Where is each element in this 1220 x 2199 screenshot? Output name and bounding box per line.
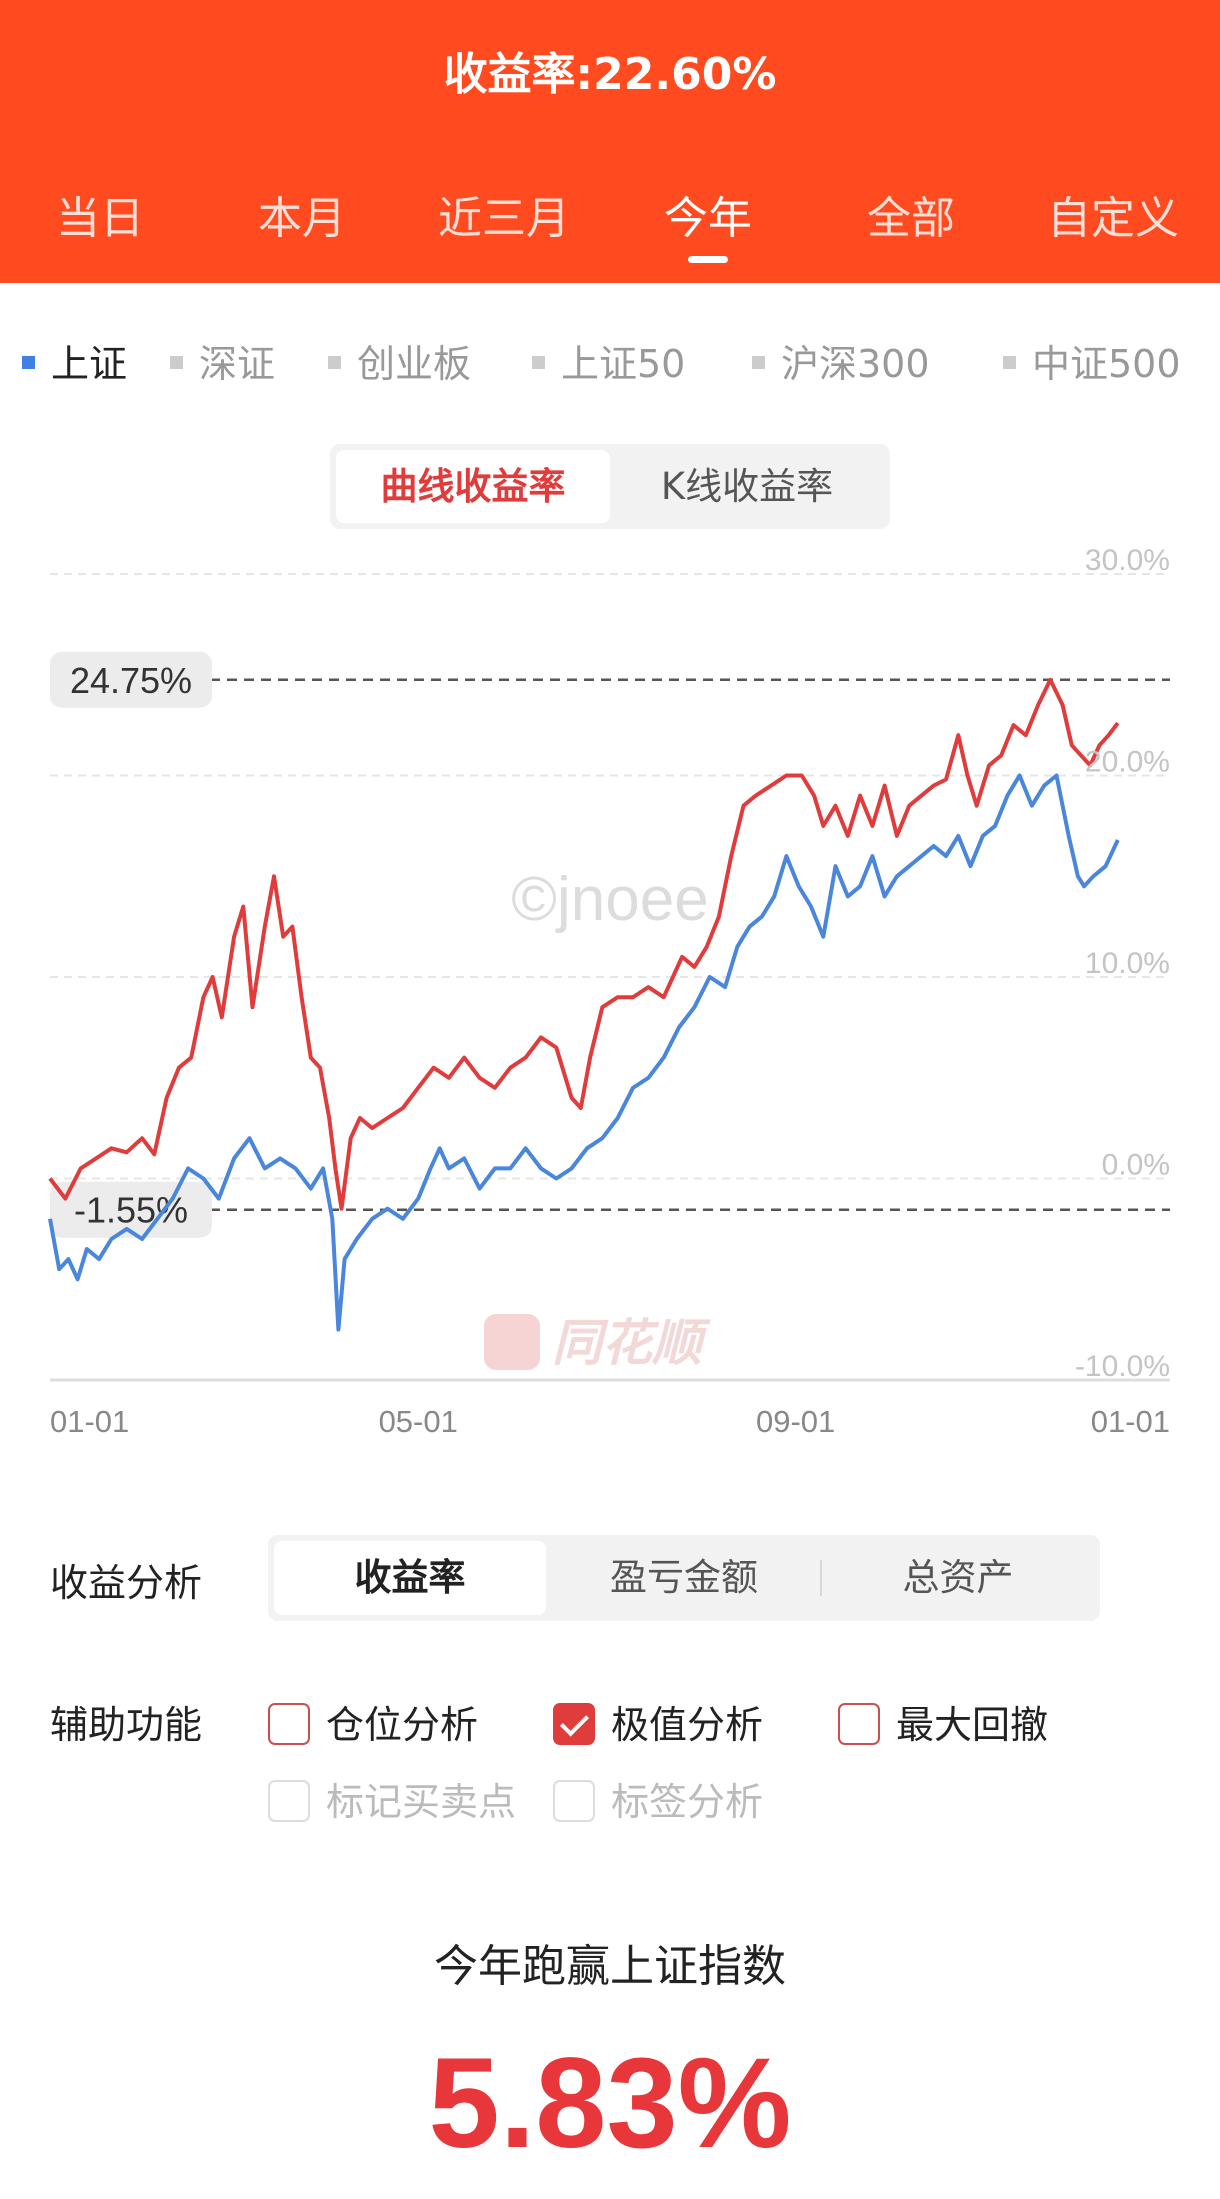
- grid-layer: [50, 573, 1170, 1180]
- index-tab-label: 创业板: [357, 342, 472, 386]
- x-tick-label: 01-01: [1091, 1404, 1170, 1439]
- index-tab-label: 上证: [51, 342, 128, 386]
- checkbox-icon: [553, 1779, 595, 1822]
- analysis-label: 收益分析: [50, 1561, 203, 1605]
- tab-custom[interactable]: 自定义: [1047, 193, 1179, 244]
- header-bar: 收益率:22.60% 当日 本月 近三月 今年 全部 自定义: [0, 0, 1220, 283]
- portfolio-return-line: [48, 677, 1120, 1211]
- legend-marker: [752, 356, 765, 369]
- kline-return-button[interactable]: K线收益率: [660, 465, 834, 508]
- checkbox-label: 最大回撤: [896, 1703, 1049, 1747]
- index-tab-csi500[interactable]: 中证500: [1003, 333, 1181, 388]
- curve-return-button[interactable]: 曲线收益率: [336, 450, 610, 523]
- legend-marker: [22, 356, 35, 369]
- index-tab-shenzhen[interactable]: 深证: [170, 333, 275, 388]
- aux-label: 辅助功能: [50, 1703, 203, 1747]
- y-tick-label: -10.0%: [1075, 1350, 1170, 1383]
- legend-marker: [532, 356, 545, 369]
- x-tick-label: 05-01: [379, 1404, 458, 1439]
- watermark-text: ©jnoee: [511, 865, 708, 934]
- max-drawdown-checkbox[interactable]: 最大回撤: [838, 1694, 1048, 1749]
- checkbox-icon: [268, 1779, 310, 1822]
- legend-marker: [170, 356, 183, 369]
- segment-return-rate[interactable]: 收益率: [274, 1541, 546, 1615]
- y-tick-label: 10.0%: [1085, 947, 1170, 980]
- checkbox-icon: [268, 1702, 310, 1745]
- extreme-value-label: 24.75%: [70, 660, 192, 701]
- index-return-line: [48, 773, 1120, 1332]
- tag-analysis-checkbox[interactable]: 标签分析: [553, 1771, 763, 1826]
- extreme-value-badge: [50, 1181, 212, 1238]
- x-tick-label: 09-01: [756, 1404, 835, 1439]
- trade-marks-checkbox[interactable]: 标记买卖点: [268, 1771, 516, 1826]
- checkbox-label: 标签分析: [611, 1780, 764, 1824]
- tab-today[interactable]: 当日: [56, 193, 144, 244]
- y-tick-label: 0.0%: [1102, 1149, 1170, 1182]
- page-title: 收益率:22.60%: [443, 49, 777, 100]
- tab-three-months[interactable]: 近三月: [438, 193, 570, 244]
- segment-total-assets[interactable]: 总资产: [902, 1556, 1014, 1599]
- index-tab-csi300[interactable]: 沪深300: [752, 333, 930, 388]
- chart-mode-switch: 曲线收益率 K线收益率: [330, 444, 890, 529]
- index-tab-label: 深证: [199, 342, 276, 386]
- y-tick-label: 20.0%: [1085, 746, 1170, 779]
- tab-this-year[interactable]: 今年: [664, 193, 752, 244]
- x-tick-label: 01-01: [50, 1404, 129, 1439]
- index-tab-label: 沪深300: [781, 342, 930, 386]
- reference-layer: 24.75% -1.55%: [50, 651, 1170, 1238]
- watermark-layer: ©jnoee 同花顺: [484, 865, 711, 1372]
- brand-logo-icon: [484, 1314, 540, 1370]
- y-tick-label: 30.0%: [1085, 544, 1170, 577]
- extreme-value-badge: [50, 651, 212, 708]
- position-analysis-checkbox[interactable]: 仓位分析: [268, 1694, 478, 1749]
- checkbox-label: 仓位分析: [326, 1703, 479, 1747]
- index-tab-sse50[interactable]: 上证50: [532, 333, 685, 388]
- index-tab-label: 中证500: [1032, 342, 1181, 386]
- tab-all[interactable]: 全部: [867, 193, 955, 244]
- index-tab-chinext[interactable]: 创业板: [328, 333, 471, 388]
- index-tab-label: 上证50: [561, 342, 686, 386]
- summary-title: 今年跑赢上证指数: [434, 1941, 786, 1992]
- legend-marker: [1003, 356, 1016, 369]
- series-layer: [48, 677, 1120, 1332]
- legend-marker: [328, 356, 341, 369]
- tab-this-month[interactable]: 本月: [258, 193, 346, 244]
- checkbox-checked-icon: [553, 1702, 595, 1745]
- checkbox-label: 极值分析: [611, 1703, 764, 1747]
- summary-value: 5.83%: [428, 2032, 792, 2175]
- checkbox-label: 标记买卖点: [326, 1780, 517, 1824]
- brand-watermark: 同花顺: [552, 1314, 711, 1372]
- active-tab-indicator: [688, 256, 728, 263]
- axis-layer: 30.0% 20.0% 10.0% 0.0% -10.0% 01-01 05-01 09-01…: [50, 544, 1170, 1439]
- analysis-segment: 收益率 盈亏金额 总资产: [268, 1535, 1100, 1621]
- segment-divider: [820, 1560, 822, 1596]
- extreme-value-label: -1.55%: [74, 1190, 188, 1231]
- extreme-analysis-checkbox[interactable]: 极值分析: [553, 1694, 763, 1749]
- index-tab-shanghai[interactable]: 上证: [22, 333, 127, 388]
- checkbox-icon: [838, 1702, 880, 1745]
- return-chart[interactable]: ©jnoee 同花顺 24.75% -1.55% 30.0% 20.0% 10.0% 0…: [0, 540, 1220, 1460]
- segment-profit-amount[interactable]: 盈亏金额: [610, 1556, 758, 1599]
